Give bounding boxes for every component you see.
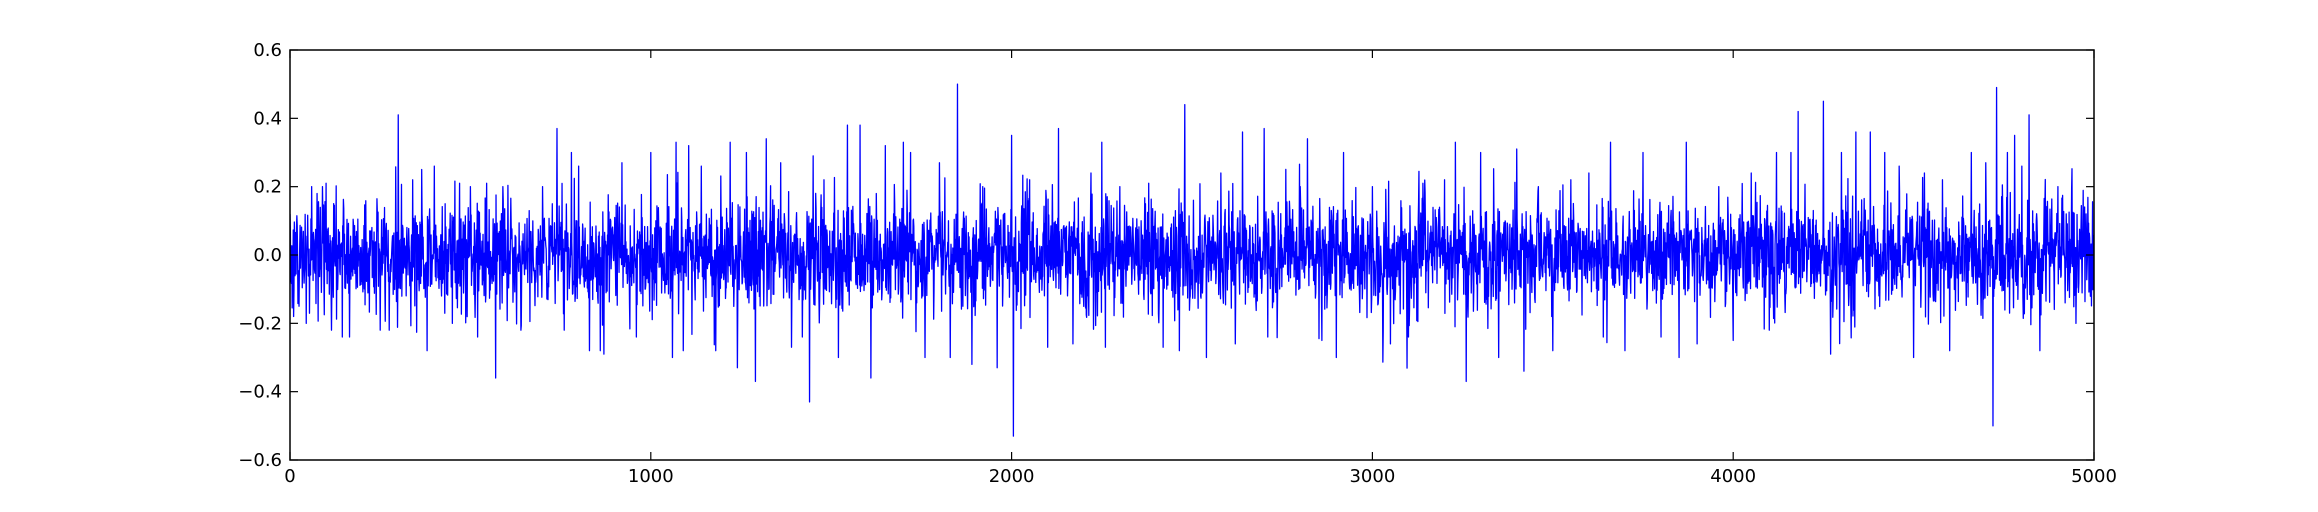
- series-line-0: [290, 83, 2094, 437]
- y-tick-label: −0.4: [238, 382, 282, 403]
- x-tick-label: 2000: [989, 466, 1035, 487]
- x-tick-label: 1000: [628, 466, 674, 487]
- y-tick-label: 0.4: [253, 108, 282, 129]
- y-tick-label: 0.2: [253, 177, 282, 198]
- y-tick-label: −0.2: [238, 313, 282, 334]
- y-tick-label: −0.6: [238, 450, 282, 471]
- ticks-layer: 0 1000 2000 3000 4000 5000 −0.6 −0.4 −0.2 0.0 0.2 0…: [238, 40, 2117, 487]
- series-layer: [290, 83, 2094, 437]
- y-tick-label: 0.0: [253, 245, 282, 266]
- x-tick-label: 3000: [1349, 466, 1395, 487]
- x-tick-label: 5000: [2071, 466, 2117, 487]
- x-tick-label: 4000: [1710, 466, 1756, 487]
- y-tick-label: 0.6: [253, 40, 282, 61]
- x-tick-label: 0: [284, 466, 295, 487]
